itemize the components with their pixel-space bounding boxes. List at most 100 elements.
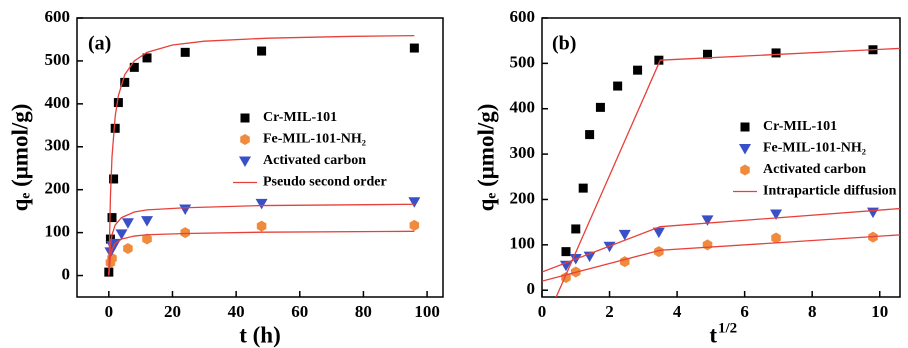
y-tick-label: 400 — [45, 93, 71, 112]
x-tick-label: 6 — [740, 302, 749, 321]
marker-triangle — [255, 198, 268, 210]
marker-square — [113, 98, 123, 108]
marker-hexagon — [180, 227, 190, 239]
marker-square — [120, 77, 130, 87]
marker-triangle — [652, 227, 665, 239]
y-tick-label: 200 — [510, 188, 536, 207]
fit-line — [542, 207, 900, 273]
y-tick-label: 500 — [510, 52, 536, 71]
marker-hexagon — [702, 239, 713, 251]
marker-hexagon — [619, 256, 630, 268]
x-tick-label: 100 — [414, 302, 440, 321]
marker-square — [633, 65, 643, 75]
marker-square — [109, 174, 119, 184]
x-tick-label: 4 — [673, 302, 682, 321]
y-tick-label: 100 — [45, 222, 71, 241]
marker-triangle — [239, 156, 251, 167]
marker-square — [771, 48, 781, 58]
marker-triangle — [141, 216, 154, 227]
y-tick-label: 100 — [510, 234, 536, 253]
y-axis-label: qₑ (μmol/g) — [473, 104, 498, 212]
marker-hexagon — [256, 220, 267, 232]
legend-label: Cr-MIL-101 — [263, 110, 337, 125]
marker-square — [257, 46, 267, 56]
y-tick-label: 200 — [45, 179, 71, 198]
marker-square — [129, 62, 139, 72]
marker-square — [561, 247, 571, 257]
legend-label: Fe-MIL-101-NH₂ — [763, 141, 866, 156]
x-tick-label: 10 — [871, 302, 888, 321]
plot-frame — [76, 17, 444, 298]
marker-triangle — [739, 144, 751, 155]
fit-line — [542, 234, 900, 282]
marker-square — [142, 53, 152, 63]
y-tick-label: 600 — [45, 7, 71, 26]
legend-label: Intraparticle diffusion — [763, 184, 897, 199]
marker-triangle — [770, 209, 783, 220]
chart-panel: 0 20 40 60 80 100 0 100 200 300 400 500 600 t (h) qₑ (… — [7, 7, 444, 347]
marker-triangle — [121, 218, 134, 229]
marker-triangle — [115, 229, 128, 240]
legend-label: Pseudo second order — [263, 175, 387, 190]
fit-line — [108, 203, 415, 276]
y-axis-label: qₑ (μmol/g) — [7, 104, 32, 212]
x-tick-label: 0 — [105, 302, 114, 321]
x-tick-label: 8 — [808, 302, 817, 321]
panel-label: (b) — [552, 33, 576, 55]
marker-square — [571, 224, 581, 234]
marker-square — [180, 47, 190, 57]
x-tick-label: 80 — [355, 302, 372, 321]
marker-hexagon — [409, 219, 420, 231]
x-axis-label: t (h) — [239, 322, 281, 347]
y-tick-label: 0 — [62, 264, 71, 283]
marker-square — [110, 123, 120, 133]
x-tick-label: 0 — [538, 302, 547, 321]
plot-frame — [541, 17, 901, 298]
y-tick-label: 500 — [45, 50, 71, 69]
legend-label: Activated carbon — [763, 162, 866, 177]
marker-square — [578, 183, 588, 193]
marker-square — [740, 122, 750, 132]
marker-square — [654, 55, 664, 65]
marker-hexagon — [240, 134, 250, 145]
fit-line — [555, 47, 900, 297]
x-tick-label: 2 — [605, 302, 614, 321]
marker-square — [702, 49, 712, 59]
marker-square — [613, 81, 623, 91]
x-tick-label: 60 — [291, 302, 308, 321]
y-tick-label: 300 — [510, 143, 536, 162]
legend-label: Fe-MIL-101-NH₂ — [263, 132, 366, 147]
x-axis-label-sup: 1/2 — [718, 320, 737, 336]
x-tick-label: 20 — [164, 302, 181, 321]
marker-square — [595, 102, 605, 112]
marker-triangle — [866, 207, 879, 219]
marker-hexagon — [123, 242, 133, 254]
marker-square — [585, 130, 595, 140]
marker-square — [409, 43, 419, 53]
marker-triangle — [408, 197, 421, 208]
y-tick-label: 300 — [45, 136, 71, 155]
legend-label: Cr-MIL-101 — [763, 119, 837, 134]
marker-hexagon — [142, 233, 152, 245]
marker-square — [107, 213, 117, 223]
marker-triangle — [603, 241, 616, 253]
fit-line — [108, 230, 415, 276]
y-tick-label: 400 — [510, 98, 536, 117]
marker-hexagon — [771, 232, 781, 244]
y-tick-label: 0 — [527, 279, 536, 298]
plot-area — [542, 45, 900, 297]
marker-hexagon — [654, 246, 664, 258]
y-tick-label: 600 — [510, 7, 536, 26]
marker-triangle — [701, 215, 714, 226]
marker-triangle — [179, 204, 192, 216]
x-axis-label: t — [709, 322, 717, 347]
marker-triangle — [618, 229, 631, 241]
marker-hexagon — [740, 164, 750, 176]
marker-square — [240, 113, 250, 123]
plot-area — [104, 34, 421, 277]
fit-line — [108, 34, 415, 276]
x-tick-label: 40 — [228, 302, 245, 321]
panel-label: (a) — [88, 33, 111, 55]
